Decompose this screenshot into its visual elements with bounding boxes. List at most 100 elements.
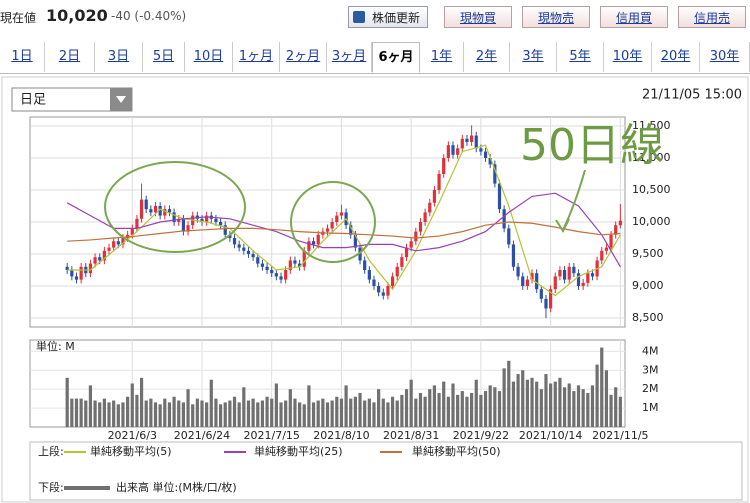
period-tab[interactable]: 2ヶ月 xyxy=(280,42,327,72)
candle-body xyxy=(414,231,418,242)
volume-bar xyxy=(260,400,265,427)
header-button[interactable]: 現物売 xyxy=(522,6,590,28)
volume-bar xyxy=(209,379,213,427)
period-tab[interactable]: 10日 xyxy=(185,42,233,72)
candle-body xyxy=(330,222,334,229)
candle-body xyxy=(116,241,120,245)
period-tab[interactable]: 3日 xyxy=(95,42,143,72)
volume-bar xyxy=(200,400,204,427)
candle-body xyxy=(581,282,585,287)
candle-body xyxy=(600,250,604,261)
price-label: 現在値 xyxy=(0,11,37,25)
annotation: 50日線 xyxy=(520,120,664,171)
volume-bar xyxy=(153,402,158,427)
refresh-icon xyxy=(353,11,365,23)
volume-bar xyxy=(460,391,464,427)
period-tab[interactable]: 5日 xyxy=(143,42,185,72)
volume-bar xyxy=(349,398,353,427)
period-tab[interactable]: 20年 xyxy=(652,42,700,72)
volume-bar xyxy=(163,398,167,427)
header-button[interactable]: 株価更新 xyxy=(348,6,428,28)
volume-bar xyxy=(423,396,427,427)
period-tab[interactable]: 1年 xyxy=(420,42,464,72)
volume-bar xyxy=(562,387,567,427)
candle-body xyxy=(372,279,376,287)
volume-bar xyxy=(451,383,455,427)
y-tick-label: 11,000 xyxy=(632,151,671,164)
candle-body xyxy=(423,212,427,222)
period-tab[interactable]: 30年 xyxy=(700,42,750,72)
candle-body xyxy=(418,222,423,232)
volume-bar xyxy=(121,402,125,427)
volume-bar xyxy=(409,379,413,427)
x-tick-label: 2021/6/24 xyxy=(174,429,230,442)
header: 現在値 10,020 -40 (-0.40%) 株価更新 現物買 現物売 信用買 信用売 xyxy=(0,0,750,36)
volume-bar xyxy=(335,396,339,427)
candle-body xyxy=(572,266,576,274)
candle-body xyxy=(479,148,483,152)
candle-body xyxy=(298,263,302,267)
candle-body xyxy=(325,228,330,232)
legend-entry: 単純移動平均(25) xyxy=(254,444,343,458)
volume-bar xyxy=(614,387,618,427)
volume-bar xyxy=(316,400,320,427)
header-button[interactable]: 信用買 xyxy=(600,6,668,28)
candle-body xyxy=(483,151,488,158)
candle-body xyxy=(288,260,292,271)
x-tick-label: 2021/10/14 xyxy=(519,429,582,442)
candle-body xyxy=(409,241,413,248)
period-tab[interactable]: 2日 xyxy=(45,42,95,72)
dropdown[interactable]: 日足 xyxy=(11,87,133,112)
dropdown-label[interactable]: 日足 xyxy=(20,93,46,108)
volume-bar xyxy=(298,402,302,427)
volume-bar xyxy=(470,392,474,427)
volume-bar xyxy=(107,402,111,427)
volume-bar xyxy=(553,381,557,427)
candle-body xyxy=(74,276,79,280)
period-tab[interactable]: 10年 xyxy=(604,42,652,72)
candle-body xyxy=(218,222,223,226)
candle-body xyxy=(358,247,362,261)
period-tab[interactable]: 3年 xyxy=(510,42,557,72)
volume-bar xyxy=(521,370,525,427)
y-tick-label: 9,500 xyxy=(632,247,664,260)
volume-bar xyxy=(535,381,539,427)
volume-bar xyxy=(191,404,195,427)
candle-body xyxy=(158,205,162,216)
candle-body xyxy=(316,234,320,245)
candle-body xyxy=(307,241,311,251)
volume-bar xyxy=(205,402,209,427)
candle-body xyxy=(562,270,567,280)
period-tab[interactable]: 5年 xyxy=(557,42,604,72)
candle-body xyxy=(228,234,232,239)
candle-body xyxy=(214,218,218,222)
period-tab[interactable]: 3ヶ月 xyxy=(327,42,372,72)
volume-bar xyxy=(279,402,283,427)
volume-bar xyxy=(116,404,120,427)
period-tab[interactable]: 1日 xyxy=(0,42,45,72)
candle-body xyxy=(237,244,241,248)
candle-body xyxy=(539,289,543,299)
period-tab[interactable]: 1ヶ月 xyxy=(233,42,280,72)
volume-bar xyxy=(604,370,609,427)
candle-body xyxy=(558,270,562,277)
candle-body xyxy=(590,273,595,277)
candle-body xyxy=(102,250,106,261)
volume-bar xyxy=(404,389,409,427)
candle-body xyxy=(335,215,339,222)
volume-bar xyxy=(177,400,181,427)
volume-bar xyxy=(232,396,237,427)
period-tab[interactable]: 2年 xyxy=(464,42,510,72)
volume-bar xyxy=(549,383,553,427)
candle-body xyxy=(121,238,125,245)
header-button[interactable]: 現物買 xyxy=(444,6,512,28)
volume-bar xyxy=(265,396,269,427)
volume-bar xyxy=(144,400,148,427)
candle-body xyxy=(302,250,306,267)
candle-body xyxy=(474,135,478,149)
header-button[interactable]: 信用売 xyxy=(678,6,746,28)
candle-body xyxy=(521,276,525,287)
volume-bar xyxy=(353,396,357,427)
period-tab[interactable]: 6ヶ月 xyxy=(372,42,420,73)
